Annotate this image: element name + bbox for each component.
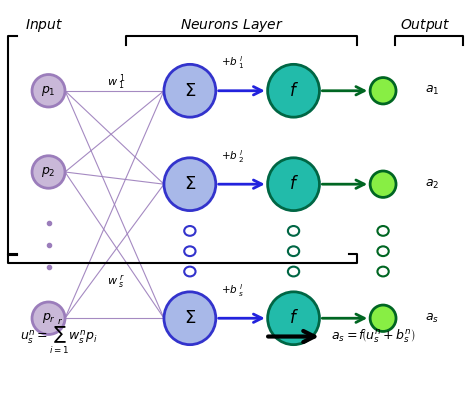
Text: $+b^{\ l}_{\ s}$: $+b^{\ l}_{\ s}$ xyxy=(220,282,244,299)
Ellipse shape xyxy=(164,292,216,345)
Text: $a_s = f\!\left(u_s^n + b_s^n\right)$: $a_s = f\!\left(u_s^n + b_s^n\right)$ xyxy=(331,328,416,345)
Text: $w^{\ r}_{\ s}$: $w^{\ r}_{\ s}$ xyxy=(108,274,125,290)
Ellipse shape xyxy=(370,171,396,198)
Ellipse shape xyxy=(32,302,65,335)
Text: $w^{\ 1}_{\ 1}$: $w^{\ 1}_{\ 1}$ xyxy=(108,73,126,92)
Text: $a_2$: $a_2$ xyxy=(426,178,440,191)
Text: $f$: $f$ xyxy=(289,175,299,193)
Text: $\it{Neurons\ Layer}$: $\it{Neurons\ Layer}$ xyxy=(181,17,284,34)
Ellipse shape xyxy=(268,158,319,211)
Text: $\it{Output}$: $\it{Output}$ xyxy=(400,17,451,34)
Text: $u_s^n = \sum_{i=1}^{r} w_s^n p_i$: $u_s^n = \sum_{i=1}^{r} w_s^n p_i$ xyxy=(20,317,98,356)
Ellipse shape xyxy=(32,74,65,107)
Text: $p_1$: $p_1$ xyxy=(41,84,56,98)
Ellipse shape xyxy=(268,64,319,117)
Ellipse shape xyxy=(370,305,396,331)
Text: $a_1$: $a_1$ xyxy=(426,84,440,97)
Text: $f$: $f$ xyxy=(289,82,299,100)
Text: $\Sigma$: $\Sigma$ xyxy=(184,82,196,100)
Text: $\Sigma$: $\Sigma$ xyxy=(184,309,196,327)
Ellipse shape xyxy=(32,156,65,188)
Ellipse shape xyxy=(164,64,216,117)
Text: $a_s$: $a_s$ xyxy=(426,312,439,325)
Text: $p_2$: $p_2$ xyxy=(41,165,56,179)
Text: $f$: $f$ xyxy=(289,309,299,327)
Text: $\Sigma$: $\Sigma$ xyxy=(184,175,196,193)
Text: $+b^{\ l}_{\ 1}$: $+b^{\ l}_{\ 1}$ xyxy=(220,54,244,71)
Text: $\it{Input}$: $\it{Input}$ xyxy=(25,17,63,34)
Ellipse shape xyxy=(164,158,216,211)
Ellipse shape xyxy=(370,78,396,104)
Text: $+b^{\ l}_{\ 2}$: $+b^{\ l}_{\ 2}$ xyxy=(220,148,244,165)
Text: $p_r$: $p_r$ xyxy=(42,311,55,325)
Ellipse shape xyxy=(268,292,319,345)
